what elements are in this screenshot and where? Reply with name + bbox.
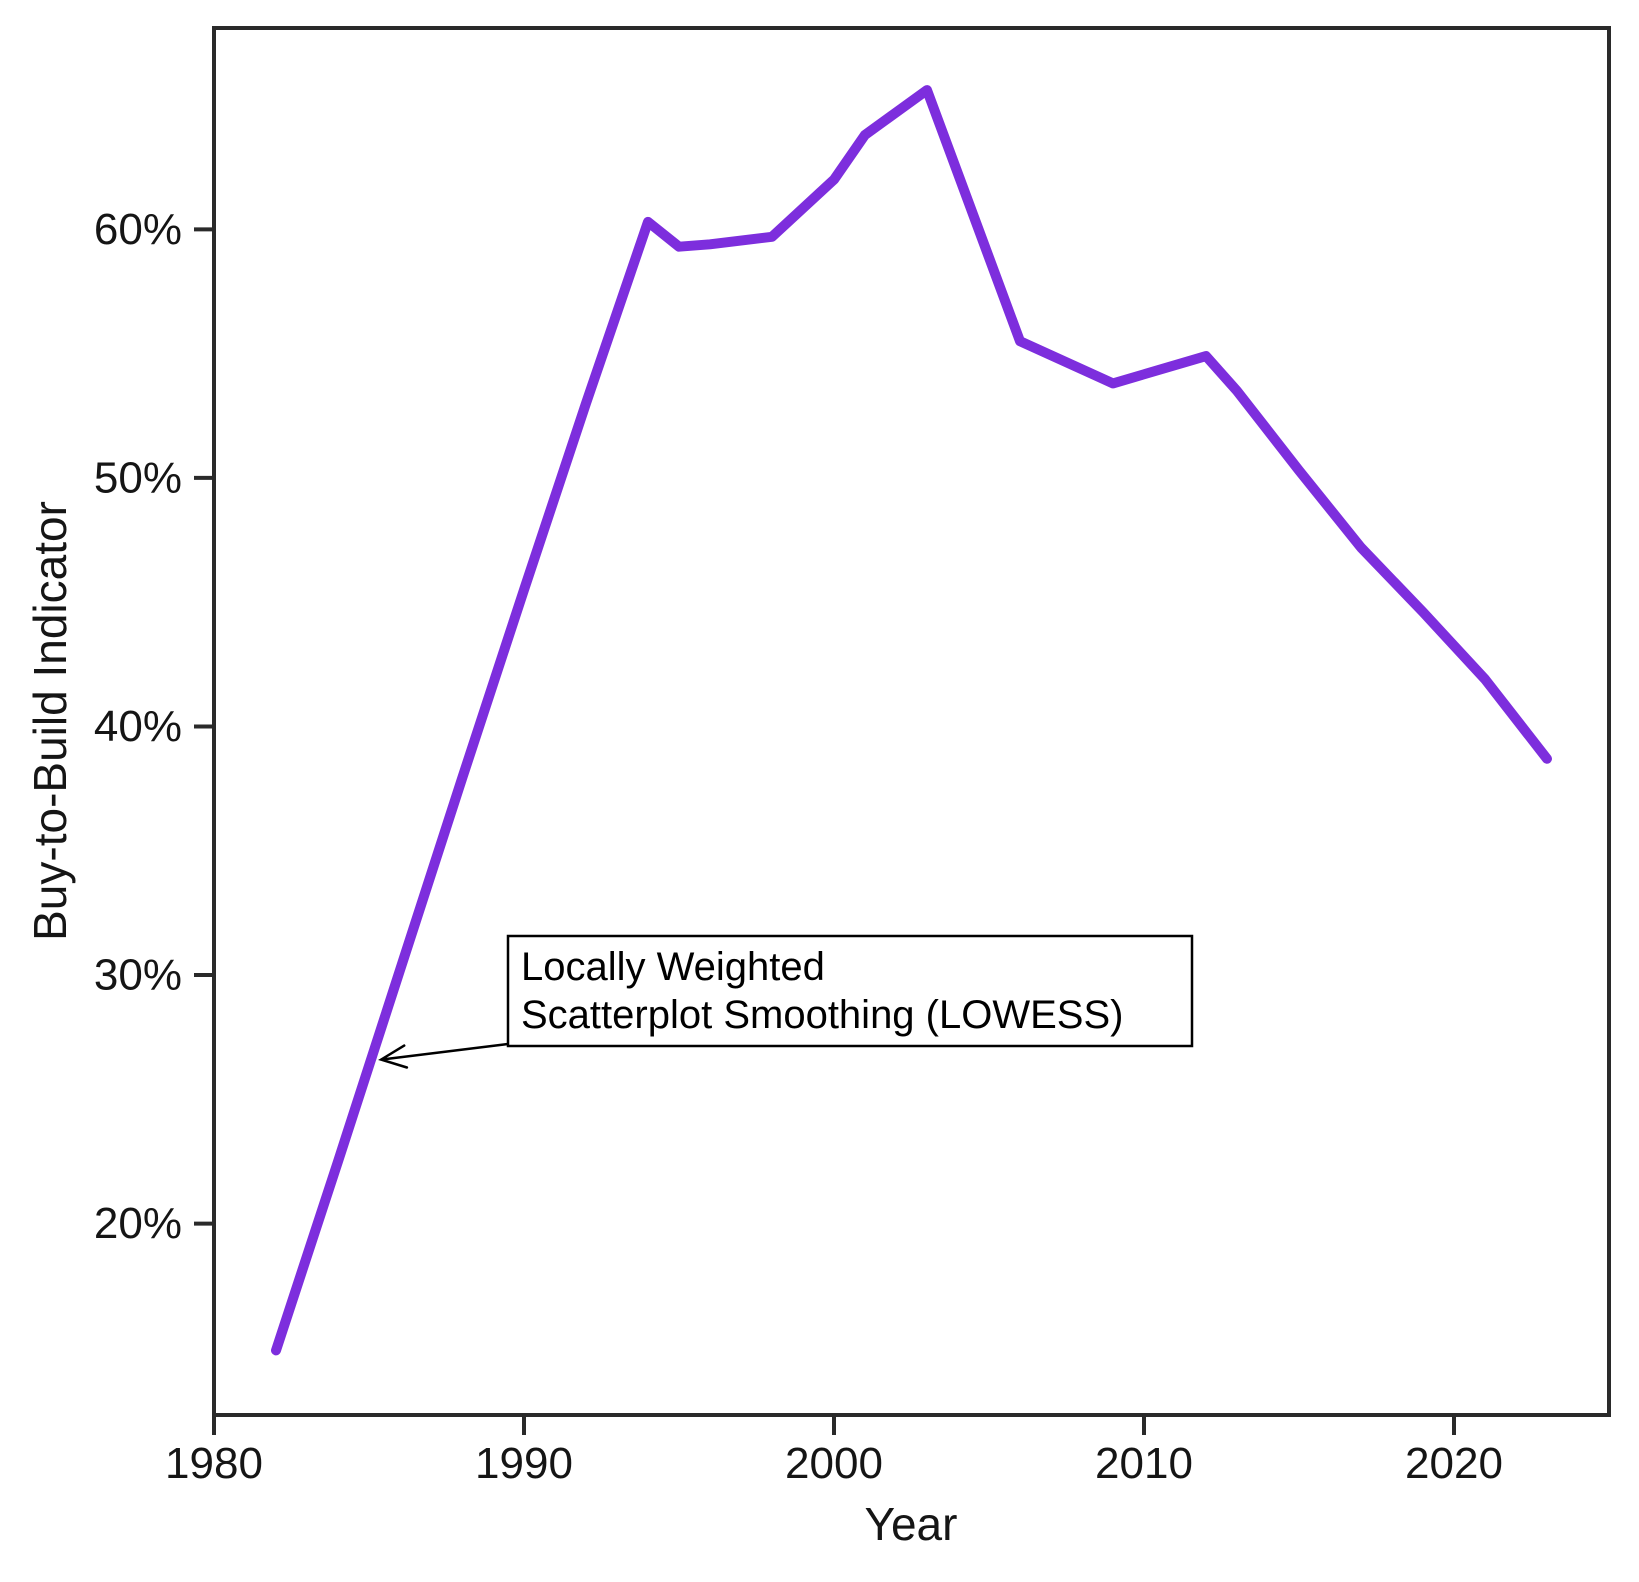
y-tick-label: 40% (94, 702, 182, 751)
x-tick-label: 2010 (1095, 1439, 1193, 1488)
annotation-box (506, 934, 1194, 1048)
annotation-text-line2: Scatterplot Smoothing (LOWESS) (521, 993, 1123, 1037)
x-tick-label: 2020 (1405, 1439, 1503, 1488)
plot-border (212, 26, 1611, 1417)
x-axis-label: Year (865, 1498, 958, 1550)
y-tick-label: 20% (94, 1199, 182, 1248)
annotation: Locally Weighted Scatterplot Smoothing (… (378, 934, 1194, 1069)
x-tick-label: 1980 (165, 1439, 263, 1488)
x-tick-label: 1990 (475, 1439, 573, 1488)
x-axis-ticks: 1980 1990 2000 2010 2020 (165, 1417, 1503, 1488)
y-axis-label: Buy-to-Build Indicator (24, 501, 76, 941)
y-tick-label: 30% (94, 951, 182, 1000)
lowess-trend-line (271, 85, 1552, 1356)
y-tick-label: 50% (94, 453, 182, 502)
x-tick-label: 2000 (785, 1439, 883, 1488)
annotation-text-line1: Locally Weighted (521, 945, 825, 989)
y-tick-label: 60% (94, 205, 182, 254)
annotation-arrow (378, 1042, 510, 1069)
y-axis-ticks: 20% 30% 40% 50% 60% (94, 205, 212, 1248)
